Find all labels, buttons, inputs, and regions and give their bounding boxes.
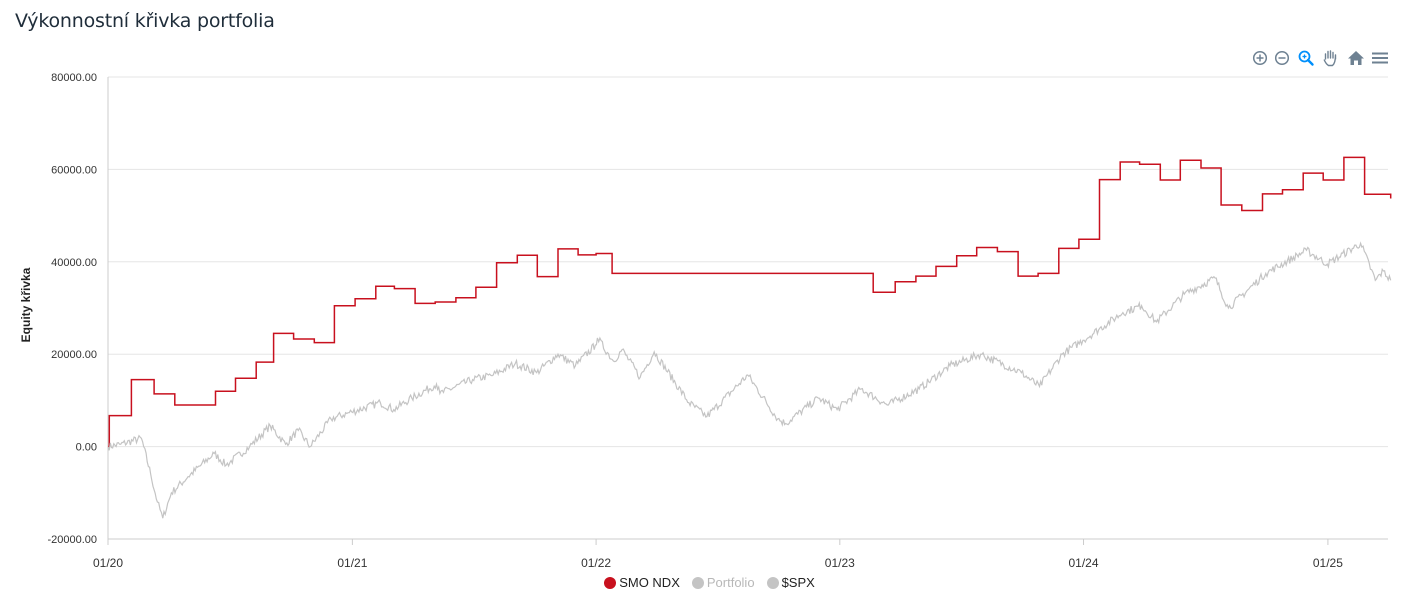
- y-axis-label: Equity křivka: [19, 267, 33, 342]
- legend-marker: [766, 576, 779, 589]
- page-title: Výkonnostní křivka portfolia: [15, 10, 275, 32]
- x-tick-label: 01/23: [825, 556, 855, 570]
- legend-label: SMO NDX: [619, 575, 680, 590]
- equity-chart[interactable]: 80000.00 60000.00 40000.00 20000.00 0.00 -200…: [0, 0, 1419, 570]
- chart-grid: [107, 76, 1388, 540]
- series-line-smo-ndx: [108, 156, 1392, 448]
- y-tick-label: 80000.00: [51, 72, 97, 84]
- chart-legend: SMO NDX Portfolio $SPX: [0, 575, 1419, 590]
- legend-marker: [604, 576, 617, 589]
- y-axis-ticks: 80000.00 60000.00 40000.00 20000.00 0.00 -200…: [47, 72, 97, 546]
- legend-label: Portfolio: [706, 575, 755, 590]
- y-tick-label: 20000.00: [51, 349, 97, 361]
- x-axis-ticks: 01/20 01/21 01/22 01/23 01/24 01/25: [93, 539, 1343, 570]
- zoom-in-icon[interactable]: [1251, 48, 1269, 68]
- x-tick-label: 01/20: [93, 556, 123, 570]
- zoom-out-icon[interactable]: [1273, 48, 1291, 68]
- home-reset-icon[interactable]: [1347, 48, 1365, 68]
- legend-item-smo-ndx[interactable]: SMO NDX: [604, 575, 680, 590]
- x-tick-label: 01/25: [1313, 556, 1343, 570]
- chart-series: [107, 156, 1392, 519]
- x-tick-label: 01/24: [1069, 556, 1099, 570]
- menu-icon[interactable]: [1371, 48, 1389, 68]
- series-line-spx: [107, 241, 1392, 519]
- y-tick-label: 0.00: [76, 442, 97, 454]
- legend-label: $SPX: [781, 575, 815, 590]
- pan-hand-icon[interactable]: [1321, 48, 1339, 68]
- legend-item-portfolio[interactable]: Portfolio: [691, 575, 755, 590]
- y-tick-label: -20000.00: [47, 534, 97, 546]
- x-tick-label: 01/22: [581, 556, 611, 570]
- x-tick-label: 01/21: [337, 556, 367, 570]
- legend-item-spx[interactable]: $SPX: [766, 575, 815, 590]
- y-tick-label: 40000.00: [51, 257, 97, 269]
- y-tick-label: 60000.00: [51, 164, 97, 176]
- legend-marker: [691, 576, 704, 589]
- zoom-selection-icon[interactable]: [1297, 48, 1315, 68]
